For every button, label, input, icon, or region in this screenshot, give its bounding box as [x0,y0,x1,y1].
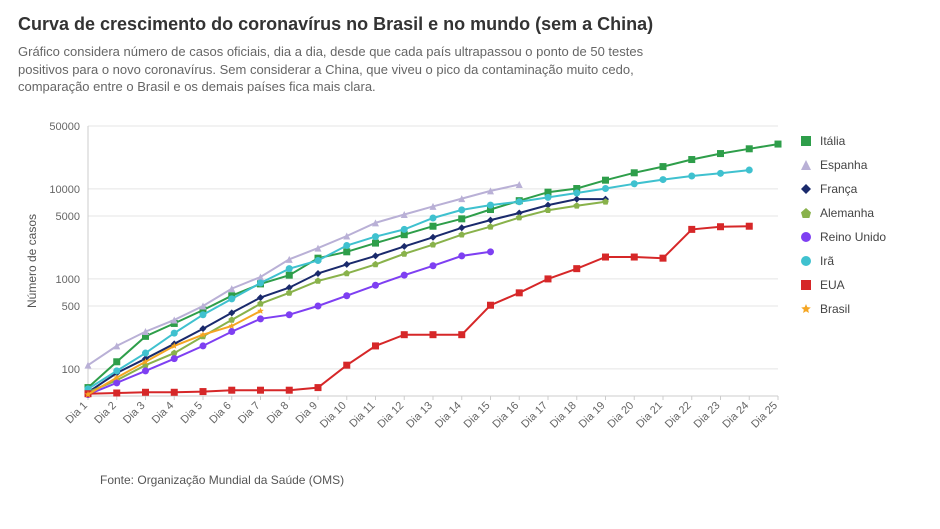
irã-swatch-icon [800,255,812,267]
legend-label: Brasil [820,302,850,316]
source-text: Fonte: Organização Mundial da Saúde (OMS… [18,473,922,487]
svg-text:Dia 17: Dia 17 [519,399,550,430]
legend: Itália Espanha França Alemanha Reino Unido Ir… [788,106,886,326]
svg-text:Dia 5: Dia 5 [178,399,205,426]
chart-page: Curva de crescimento do coronavírus no B… [0,0,940,529]
chart-container: 100500100050001000050000Dia 1Dia 2Dia 3D… [18,106,788,471]
legend-label: França [820,182,857,196]
line-chart: 100500100050001000050000Dia 1Dia 2Dia 3D… [18,106,788,466]
legend-item: Itália [800,134,886,148]
legend-item: Irã [800,254,886,268]
svg-text:Dia 25: Dia 25 [749,399,780,430]
svg-text:Dia 18: Dia 18 [548,399,579,430]
legend-label: Espanha [820,158,867,172]
svg-text:Dia 14: Dia 14 [433,399,464,430]
legend-item: França [800,182,886,196]
svg-text:Dia 16: Dia 16 [490,399,521,430]
svg-text:Dia 13: Dia 13 [404,399,435,430]
svg-text:Dia 24: Dia 24 [720,399,751,430]
svg-text:Dia 20: Dia 20 [605,399,636,430]
legend-label: Reino Unido [820,230,886,244]
reino-unido-swatch-icon [800,231,812,243]
chart-row: 100500100050001000050000Dia 1Dia 2Dia 3D… [18,106,922,471]
svg-text:Dia 8: Dia 8 [265,399,292,426]
legend-item: Brasil [800,302,886,316]
svg-text:Dia 2: Dia 2 [92,399,119,426]
legend-label: Irã [820,254,834,268]
svg-text:Dia 15: Dia 15 [462,399,493,430]
eua-swatch-icon [800,279,812,291]
legend-item: Espanha [800,158,886,172]
svg-text:Dia 1: Dia 1 [63,399,90,426]
svg-text:Dia 9: Dia 9 [293,399,320,426]
brasil-swatch-icon [800,303,812,315]
svg-text:1000: 1000 [56,274,80,286]
svg-text:500: 500 [62,301,80,313]
legend-item: Reino Unido [800,230,886,244]
alemanha-swatch-icon [800,207,812,219]
svg-text:Dia 12: Dia 12 [375,399,406,430]
legend-label: Itália [820,134,845,148]
chart-title: Curva de crescimento do coronavírus no B… [18,14,922,35]
frança-swatch-icon [800,183,812,195]
svg-text:Número de casos: Número de casos [25,214,39,308]
svg-text:50000: 50000 [49,121,80,133]
svg-text:10000: 10000 [49,184,80,196]
chart-subtitle: Gráfico considera número de casos oficia… [18,43,658,96]
legend-item: Alemanha [800,206,886,220]
legend-label: Alemanha [820,206,874,220]
svg-text:Dia 7: Dia 7 [236,399,263,426]
svg-text:Dia 19: Dia 19 [577,399,608,430]
legend-item: EUA [800,278,886,292]
svg-text:Dia 3: Dia 3 [121,399,148,426]
svg-text:Dia 6: Dia 6 [207,399,234,426]
svg-text:Dia 21: Dia 21 [634,399,665,430]
svg-text:Dia 23: Dia 23 [692,399,723,430]
legend-label: EUA [820,278,845,292]
svg-text:5000: 5000 [56,211,80,223]
svg-text:Dia 4: Dia 4 [150,399,177,426]
svg-text:Dia 10: Dia 10 [318,399,349,430]
svg-text:Dia 11: Dia 11 [347,399,377,429]
svg-text:100: 100 [62,364,80,376]
svg-text:Dia 22: Dia 22 [663,399,694,430]
itália-swatch-icon [800,135,812,147]
espanha-swatch-icon [800,159,812,171]
